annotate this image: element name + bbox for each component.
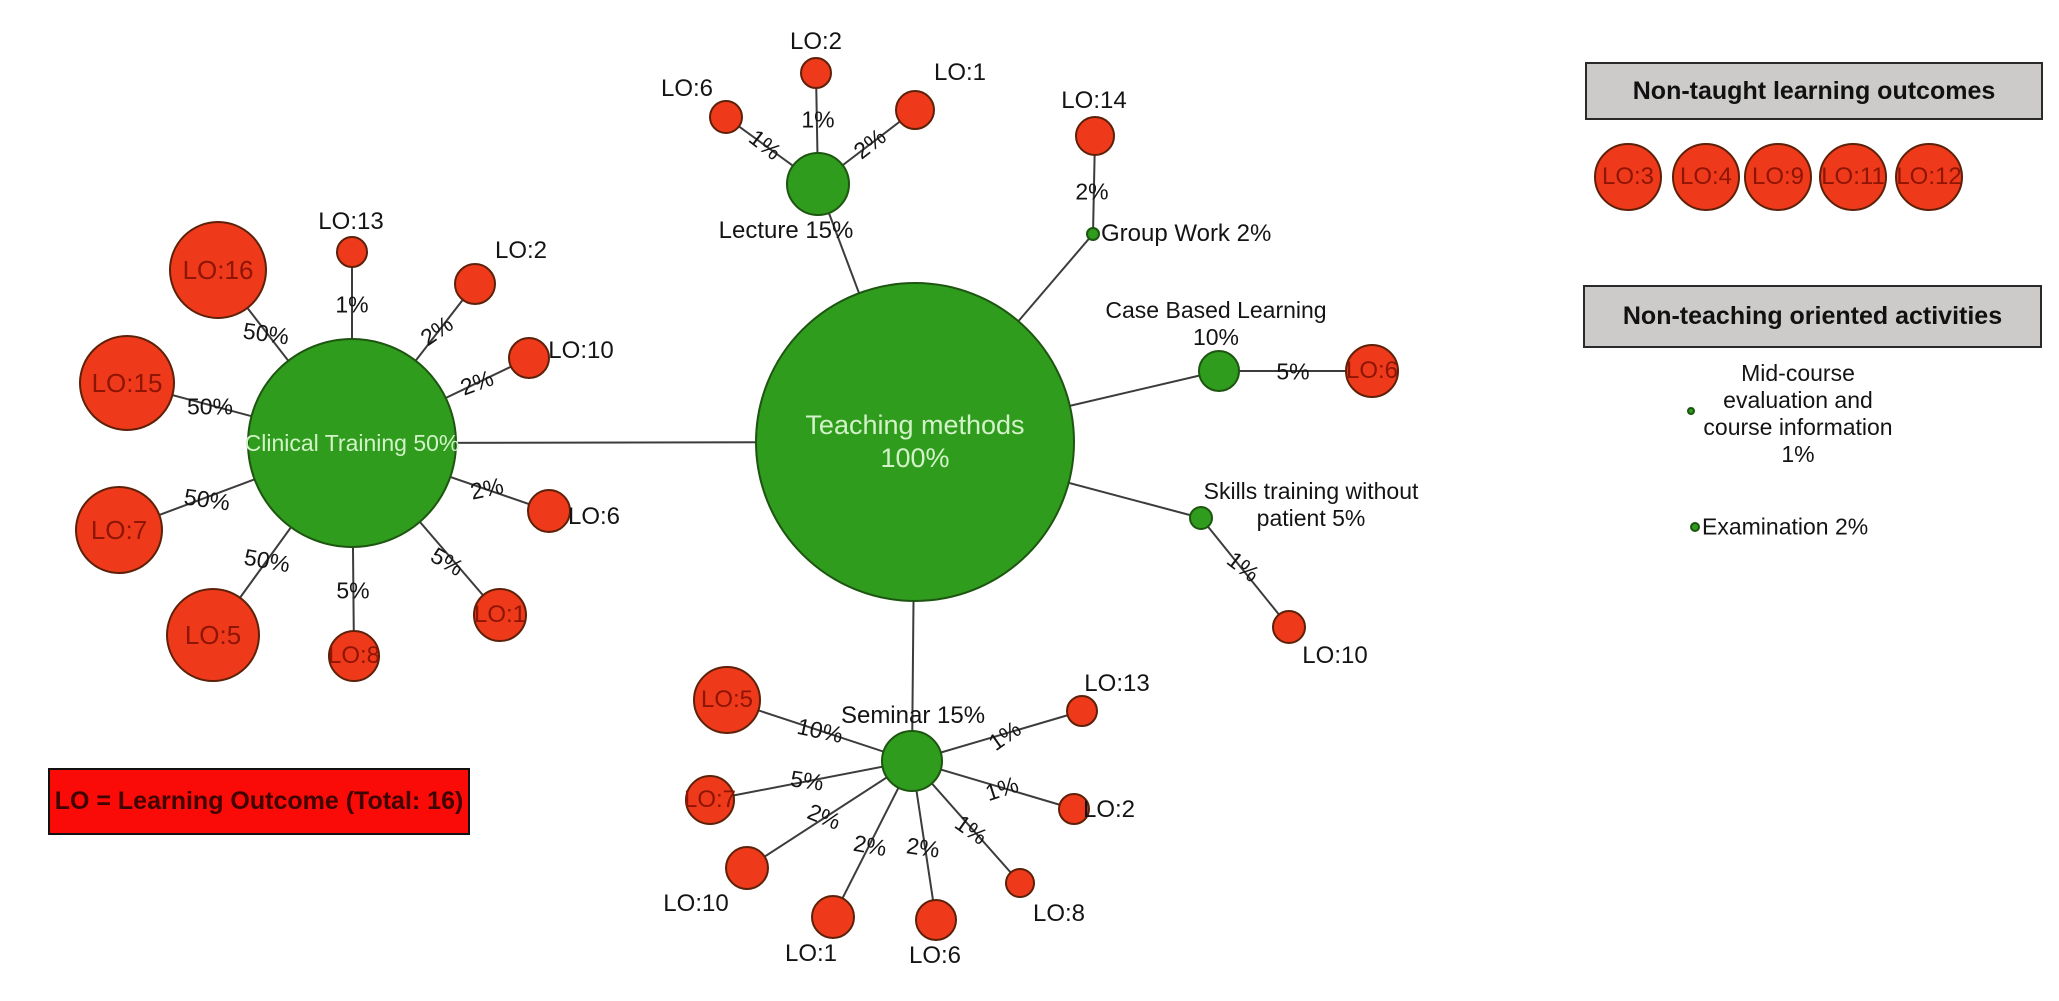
label-lo13-seminar: LO:13	[1084, 670, 1150, 697]
edge-pct-lo2-lecture: 1%	[801, 106, 835, 133]
teaching-methods-label: Teaching methods 100%	[805, 410, 1025, 473]
satellite-lo8-clinical: LO:8	[328, 630, 380, 682]
edge-pct-lo6-cbl: 5%	[1276, 358, 1310, 385]
node-case-based-learning	[1198, 350, 1240, 392]
label-lo6-lecture: LO:6	[660, 75, 714, 102]
node-seminar	[881, 730, 943, 792]
label-lo1-seminar: LO:1	[784, 940, 838, 967]
label-lo8-seminar: LO:8	[1032, 900, 1086, 927]
examination-dot	[1690, 522, 1700, 532]
seminar-label: Seminar 15%	[840, 702, 986, 729]
case-based-learning-label: Case Based Learning 10%	[1105, 297, 1327, 350]
satellite-lo6-cbl: LO:6	[1345, 344, 1399, 398]
non-taught-lo12: LO:12	[1895, 143, 1963, 211]
skills-training-label: Skills training without patient 5%	[1203, 478, 1419, 531]
non-taught-lo11: LO:11	[1819, 143, 1887, 211]
midcourse-label: Mid-course evaluation and course informa…	[1703, 360, 1893, 467]
node-group-work	[1086, 227, 1100, 241]
label-lo6-clinical: LO:6	[567, 503, 621, 530]
satellite-lo2-clinical	[454, 263, 496, 305]
satellite-lo14-groupwork	[1075, 116, 1115, 156]
satellite-lo7-clinical: LO:7	[75, 486, 163, 574]
satellite-lo1-seminar	[811, 895, 855, 939]
satellite-lo6-lecture	[709, 100, 743, 134]
edge-pct-lo1-seminar: 2%	[851, 829, 889, 862]
legend-box: LO = Learning Outcome (Total: 16)	[48, 768, 470, 835]
edge-pct-lo15-clinical: 50%	[186, 393, 234, 420]
label-lo10-seminar: LO:10	[663, 890, 729, 917]
satellite-lo6-seminar	[915, 899, 957, 941]
lecture-label: Lecture 15%	[718, 217, 854, 244]
satellite-lo2-seminar	[1058, 793, 1090, 825]
edge-pct-lo13-clinical: 1%	[335, 291, 369, 318]
node-skills-training	[1189, 506, 1213, 530]
edge-pct-lo7-seminar: 5%	[788, 765, 826, 796]
examination-label: Examination 2%	[1702, 513, 1869, 540]
label-lo13-clinical: LO:13	[318, 208, 384, 235]
label-lo1-lecture: LO:1	[933, 59, 987, 86]
node-clinical-training: Clinical Training 50%	[244, 338, 460, 548]
label-lo14-groupwork: LO:14	[1061, 87, 1127, 114]
group-work-label: Group Work 2%	[1101, 220, 1272, 247]
satellite-lo5-seminar: LO:5	[693, 666, 761, 734]
satellite-lo6-clinical	[527, 489, 571, 533]
satellite-lo16-clinical: LO:16	[169, 221, 267, 319]
satellite-lo10-seminar	[725, 846, 769, 890]
label-lo2-lecture: LO:2	[789, 28, 843, 55]
satellite-lo8-seminar	[1005, 868, 1035, 898]
label-lo10-clinical: LO:10	[548, 337, 614, 364]
non-taught-lo3: LO:3	[1594, 143, 1662, 211]
non-taught-lo4: LO:4	[1672, 143, 1740, 211]
label-lo6-seminar: LO:6	[908, 942, 962, 969]
satellite-lo13-seminar	[1066, 695, 1098, 727]
non-taught-lo9: LO:9	[1744, 143, 1812, 211]
satellite-lo2-lecture	[800, 57, 832, 89]
satellite-lo1-lecture	[895, 90, 935, 130]
edge-pct-lo14-groupwork: 2%	[1075, 178, 1109, 205]
satellite-lo15-clinical: LO:15	[79, 335, 175, 431]
node-teaching-methods: Teaching methods 100%	[755, 282, 1075, 602]
clinical-training-label: Clinical Training 50%	[244, 429, 460, 456]
satellite-lo13-clinical	[336, 236, 368, 268]
satellite-lo1-clinical: LO:1	[473, 588, 527, 642]
satellite-lo7-seminar: LO:7	[684, 775, 736, 825]
label-lo2-clinical: LO:2	[494, 237, 548, 264]
label-lo2-seminar: LO:2	[1082, 796, 1136, 823]
node-lecture	[786, 152, 850, 216]
satellite-lo10-skills	[1272, 610, 1306, 644]
edge-pct-lo6-seminar: 2%	[904, 832, 942, 863]
satellite-lo5-clinical: LO:5	[166, 588, 260, 682]
satellite-lo10-clinical	[508, 337, 550, 379]
panel-non-teaching-header: Non-teaching oriented activities	[1583, 285, 2042, 348]
label-lo10-skills: LO:10	[1302, 642, 1368, 669]
midcourse-dot	[1687, 407, 1695, 415]
panel-non-taught-header: Non-taught learning outcomes	[1585, 62, 2043, 120]
edge-pct-lo8-clinical: 5%	[336, 577, 370, 604]
